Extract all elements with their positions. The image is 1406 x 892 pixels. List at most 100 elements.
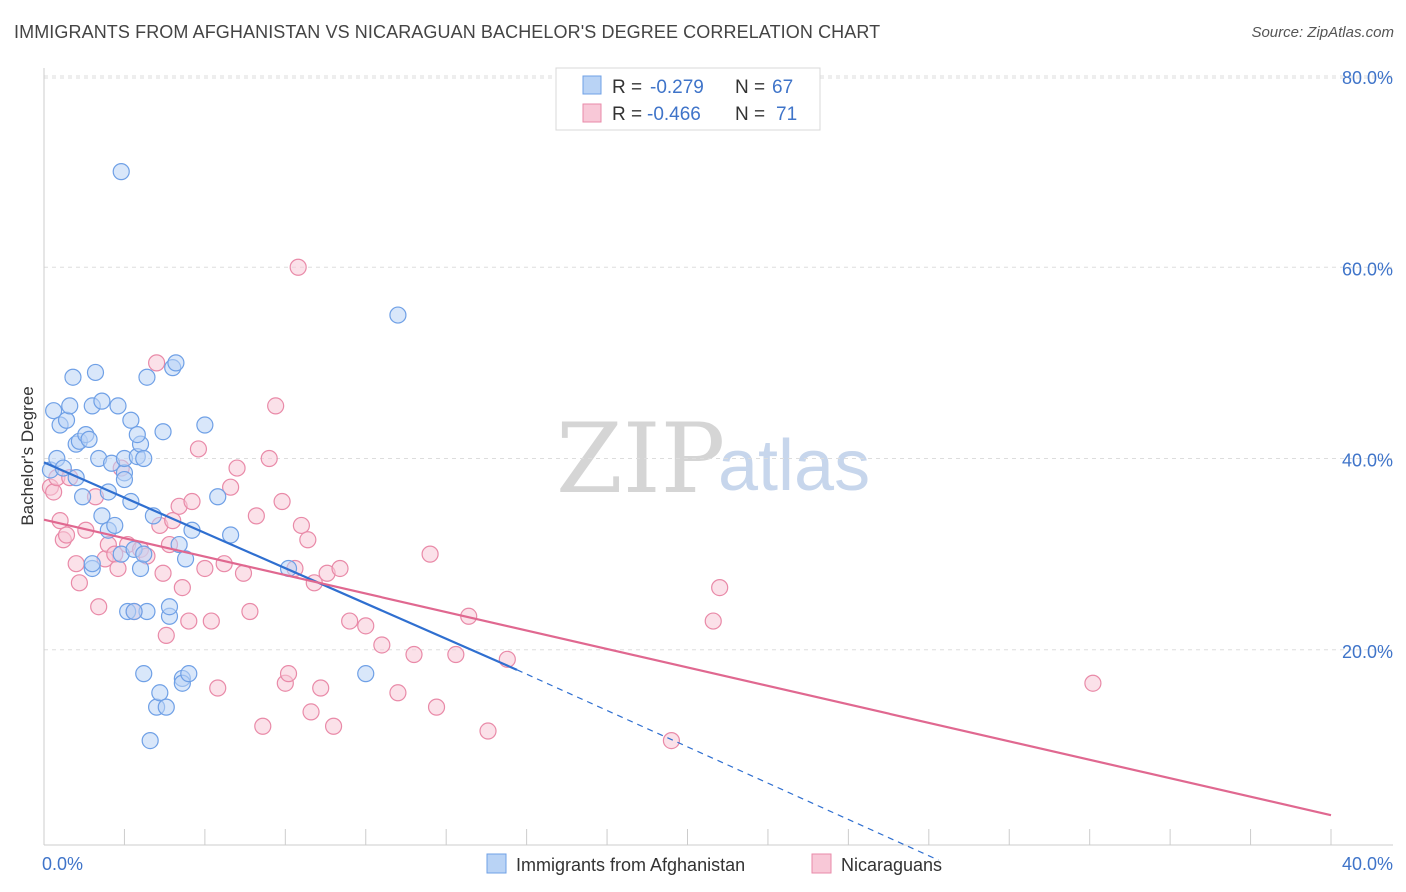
nicaraguans-points (41, 258, 1102, 750)
nicaraguans-point (389, 684, 407, 702)
y-tick-labels: 20.0% 40.0% 60.0% 80.0% (1342, 68, 1393, 662)
chart-title: IMMIGRANTS FROM AFGHANISTAN VS NICARAGUA… (14, 22, 881, 42)
x-tick-label-max: 40.0% (1342, 854, 1393, 874)
nicaraguans-point (215, 555, 233, 573)
nicaraguans-point (183, 492, 201, 511)
afghanistan-point (389, 306, 407, 324)
afghanistan-point (74, 488, 92, 506)
nicaraguans-point (209, 679, 227, 697)
nicaraguans-point (1084, 674, 1102, 692)
afghanistan-point (176, 550, 195, 568)
nicaraguans-point (421, 545, 439, 563)
afghanistan-point (80, 430, 98, 448)
watermark-atlas: atlas (718, 426, 870, 506)
nicaraguans-point (57, 526, 76, 544)
nicaraguans-point (299, 531, 317, 549)
nicaraguans-point (196, 559, 214, 578)
nicaraguans-point (312, 679, 330, 697)
afghanistan-point (106, 516, 124, 535)
nicaraguans-point (357, 617, 375, 635)
nicaraguans-point (157, 626, 175, 645)
afghanistan-point (128, 425, 146, 444)
nicaraguans-point (373, 636, 391, 654)
afghanistan-point (61, 397, 79, 415)
nicaraguans-point (148, 354, 166, 372)
nicaraguans-point (254, 717, 272, 735)
legend-n-label-1: N = (735, 77, 765, 98)
afghanistan-point (160, 598, 179, 616)
series-legend-label-nicaraguans: Nicaraguans (841, 855, 942, 875)
afghanistan-point (45, 402, 63, 420)
nicaraguans-point (189, 440, 208, 458)
nicaraguans-point (45, 483, 63, 501)
legend-n-label-2: N = (735, 104, 765, 125)
nicaraguans-point (70, 574, 88, 592)
x-tick-label-min: 0.0% (42, 854, 83, 874)
nicaraguans-point (247, 507, 265, 525)
afghanistan-point (209, 488, 227, 506)
nicaraguans-point (154, 564, 172, 582)
nicaraguans-point (279, 665, 298, 683)
afghanistan-point (131, 559, 150, 578)
nicaraguans-point (711, 578, 729, 597)
nicaraguans-point (704, 612, 722, 630)
afghanistan-point (109, 397, 127, 415)
nicaraguans-point (331, 559, 349, 578)
afghanistan-trend-extension (516, 669, 939, 861)
afghanistan-point (167, 354, 185, 372)
afghanistan-point (357, 665, 375, 683)
series-legend: Immigrants from Afghanistan Nicaraguans (486, 853, 942, 875)
nicaraguans-point (180, 612, 198, 630)
x-ticks (123, 829, 1332, 845)
nicaraguans-point (324, 717, 343, 735)
nicaraguans-point (222, 478, 240, 496)
nicaraguans-point (228, 459, 246, 477)
y-axis-label: Bachelor's Degree (18, 386, 37, 525)
afghanistan-point (125, 602, 143, 621)
correlation-legend: R = -0.279 N = 67 R = -0.466 N = 71 (555, 67, 821, 131)
nicaraguans-point (662, 731, 681, 750)
legend-swatch-pink (582, 103, 602, 123)
y-tick-label-40: 40.0% (1342, 451, 1393, 471)
nicaraguans-point (273, 492, 291, 511)
nicaraguans-point (479, 722, 497, 740)
nicaraguans-point (51, 512, 69, 530)
afghanistan-point (138, 368, 156, 386)
afghanistan-point (86, 363, 105, 382)
source-label: Source: ZipAtlas.com (1251, 24, 1394, 41)
afghanistan-point (196, 416, 214, 434)
nicaraguans-point (292, 516, 310, 535)
nicaraguans-point (109, 559, 127, 578)
legend-n-value-2: 71 (776, 104, 797, 125)
afghanistan-point (93, 392, 111, 410)
y-tick-label-80: 80.0% (1342, 68, 1393, 88)
legend-swatch-blue (582, 75, 602, 95)
afghanistan-point (180, 665, 198, 683)
nicaraguans-point (241, 602, 259, 621)
nicaraguans-point (202, 612, 220, 630)
series-legend-swatch-afghanistan (486, 853, 507, 874)
axes (43, 68, 1393, 846)
nicaraguans-point (260, 449, 278, 468)
afghanistan-trend-line (43, 461, 518, 671)
nicaraguans-point (267, 397, 285, 415)
legend-r-label-2: R = (612, 104, 642, 125)
nicaraguans-point (90, 598, 108, 616)
nicaraguans-point (405, 645, 423, 664)
y-tick-label-60: 60.0% (1342, 259, 1393, 279)
nicaraguans-point (447, 645, 465, 664)
nicaraguans-point (341, 612, 359, 630)
afghanistan-point (57, 411, 76, 429)
afghanistan-point (93, 507, 111, 525)
nicaraguans-point (289, 258, 307, 276)
series-legend-label-afghanistan: Immigrants from Afghanistan (516, 855, 745, 875)
afghanistan-points (41, 163, 407, 750)
afghanistan-point (154, 423, 172, 441)
nicaraguans-point (67, 555, 85, 573)
watermark-zip: ZIP (556, 403, 725, 515)
legend-r-value-2: -0.466 (647, 104, 701, 125)
legend-n-value-1: 67 (772, 77, 793, 98)
afghanistan-point (83, 555, 101, 573)
nicaraguans-point (427, 698, 446, 716)
